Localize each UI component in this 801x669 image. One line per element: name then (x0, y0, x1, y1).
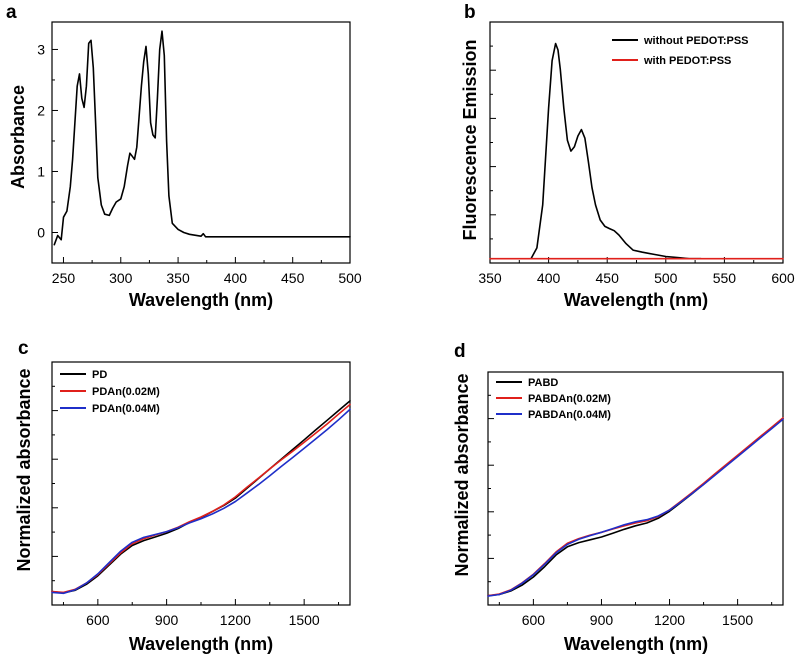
x-tick-label: 600 (771, 270, 795, 286)
x-tick-label: 600 (522, 612, 546, 628)
legend-label: without PEDOT:PSS (643, 35, 749, 47)
series-line-3 (52, 409, 350, 593)
y-axis-title: Normalized absorbance (452, 373, 472, 576)
series-line-2 (52, 405, 350, 593)
x-axis-title: Wavelength (nm) (129, 634, 273, 654)
panel-letter: c (18, 338, 29, 359)
x-tick-label: 250 (52, 270, 76, 286)
x-tick-label: 500 (338, 270, 362, 286)
panel-letter: d (454, 341, 466, 362)
panel-letter: a (6, 2, 17, 23)
x-axis-title: Wavelength (nm) (564, 634, 708, 654)
panel-b: b 350 400 450 500 550 600 Wavelength (nm) Fluore… (460, 2, 795, 310)
series-line-1 (531, 44, 701, 259)
y-axis-title: Fluorescence Emission (460, 39, 480, 240)
x-tick-label: 400 (224, 270, 248, 286)
x-tick-label: 350 (166, 270, 190, 286)
legend-label: PABDAn(0.04M) (528, 409, 611, 421)
panel-d: d 600 900 1200 1500 Wavelength (nm) Normalized… (452, 341, 783, 654)
y-axis-title: Normalized absorbance (14, 368, 34, 571)
x-axis-title: Wavelength (nm) (129, 290, 273, 310)
series-line-1 (54, 31, 350, 245)
x-tick-label: 900 (590, 612, 614, 628)
legend-label: PABD (528, 377, 558, 389)
legend-label: PABDAn(0.02M) (528, 393, 611, 405)
legend-label: PDAn(0.02M) (92, 386, 160, 398)
y-tick-label: 2 (37, 102, 45, 118)
series-line-1 (488, 419, 783, 596)
series-line-3 (488, 419, 783, 596)
y-tick-label: 3 (37, 41, 45, 57)
plot-frame (488, 372, 783, 605)
x-tick-label: 550 (713, 270, 737, 286)
legend-label: with PEDOT:PSS (643, 55, 731, 67)
x-tick-label: 500 (654, 270, 678, 286)
y-tick-label: 0 (37, 224, 45, 240)
x-tick-label: 1200 (220, 612, 251, 628)
x-tick-label: 350 (478, 270, 502, 286)
x-tick-label: 1200 (654, 612, 685, 628)
series-line-1 (52, 401, 350, 593)
x-tick-label: 450 (596, 270, 620, 286)
panel-c: c 600 900 1200 1500 Wavelength (nm) Normalized… (14, 338, 350, 654)
series-line-2 (488, 418, 783, 596)
x-tick-label: 600 (86, 612, 110, 628)
panel-a: a 250 300 350 400 450 500 0 1 2 3 Wavelength (nm) Ab… (6, 2, 362, 310)
legend-label: PDAn(0.04M) (92, 403, 160, 415)
x-tick-label: 1500 (289, 612, 320, 628)
y-tick-label: 1 (37, 163, 45, 179)
x-tick-label: 900 (155, 612, 179, 628)
plot-frame (490, 22, 783, 263)
y-axis-title: Absorbance (8, 85, 28, 189)
plot-frame (52, 362, 350, 605)
x-axis-title: Wavelength (nm) (564, 290, 708, 310)
x-tick-label: 1500 (722, 612, 753, 628)
panel-letter: b (464, 2, 476, 23)
x-tick-label: 400 (537, 270, 561, 286)
legend-label: PD (92, 369, 107, 381)
x-tick-label: 300 (109, 270, 133, 286)
x-tick-label: 450 (281, 270, 305, 286)
